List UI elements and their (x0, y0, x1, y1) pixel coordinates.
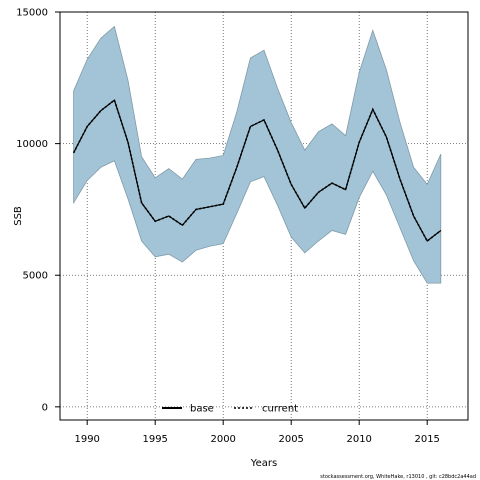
plot-frame (59, 11, 469, 421)
series-line-base (73, 99, 442, 242)
legend-label-current: current (262, 404, 298, 415)
footer-credit: stockassessment.org, WhiteHake, r13010 ,… (320, 474, 476, 480)
y-tick-label-0: 0 (42, 402, 48, 413)
x-tick-label-1990: 1990 (74, 434, 99, 445)
confidence-band-layer (73, 25, 442, 284)
legend: base current (162, 404, 298, 415)
y-tick-label-5000: 5000 (23, 271, 48, 282)
x-tick-label-2015: 2015 (414, 434, 439, 445)
x-axis-title: Years (250, 458, 277, 469)
legend-label-base: base (190, 404, 214, 415)
y-axis-title: SSB (13, 206, 24, 226)
axis-ticks: 1990 1995 2000 2005 2010 2015 0 5000 10000 15000 (16, 8, 440, 446)
x-tick-label-2000: 2000 (210, 434, 235, 445)
x-tick-label-2005: 2005 (278, 434, 303, 445)
y-tick-label-15000: 15000 (16, 8, 48, 19)
x-tick-label-1995: 1995 (142, 434, 167, 445)
confidence-band (73, 25, 442, 284)
series-layer (72, 98, 442, 243)
y-tick-label-10000: 10000 (16, 139, 48, 150)
x-tick-label-2010: 2010 (346, 434, 371, 445)
